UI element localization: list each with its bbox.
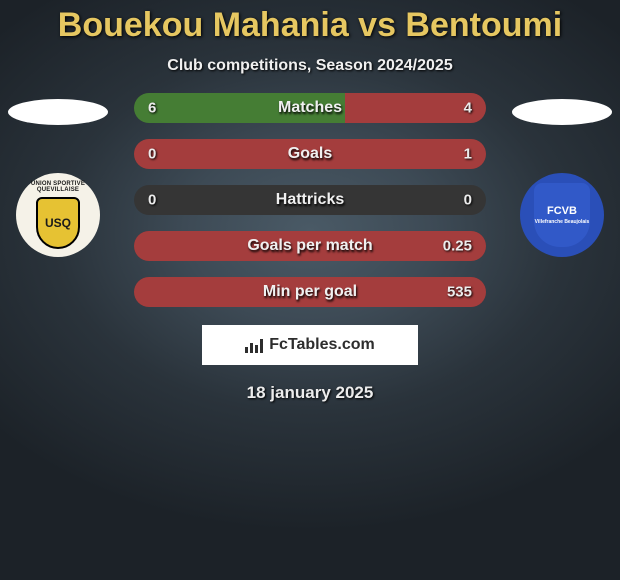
bar-value-left: 0 bbox=[148, 146, 156, 163]
comparison-bars: 6 4 Matches 0 1 Goals 0 0 Hattricks 0.25 Goals per… bbox=[108, 93, 512, 323]
right-club-shield: FCVB Villefranche Beaujolais bbox=[534, 183, 590, 247]
bar-row: 6 4 Matches bbox=[134, 93, 486, 123]
bar-row: 0.25 Goals per match bbox=[134, 231, 486, 261]
bar-value-right: 0 bbox=[464, 192, 472, 209]
page-title: Bouekou Mahania vs Bentoumi bbox=[0, 0, 620, 45]
bar-value-left: 0 bbox=[148, 192, 156, 209]
main-row: UNION SPORTIVE QUEVILLAISE USQ 6 4 Matches… bbox=[0, 93, 620, 323]
right-flag-oval bbox=[512, 99, 612, 125]
left-club-shield-text: USQ bbox=[45, 216, 71, 230]
right-club-shield-text: FCVB bbox=[547, 205, 577, 217]
bar-label: Goals bbox=[288, 145, 332, 163]
left-side-column: UNION SPORTIVE QUEVILLAISE USQ bbox=[8, 93, 108, 257]
brand-box[interactable]: FcTables.com bbox=[202, 325, 418, 365]
brand-text: FcTables.com bbox=[269, 336, 375, 354]
right-club-badge: FCVB Villefranche Beaujolais bbox=[520, 173, 604, 257]
left-flag-oval bbox=[8, 99, 108, 125]
right-side-column: FCVB Villefranche Beaujolais bbox=[512, 93, 612, 257]
bar-row: 0 0 Hattricks bbox=[134, 185, 486, 215]
bar-label: Goals per match bbox=[247, 237, 372, 255]
left-club-badge: UNION SPORTIVE QUEVILLAISE USQ bbox=[16, 173, 100, 257]
bar-value-right: 0.25 bbox=[443, 238, 472, 255]
bar-label: Matches bbox=[278, 99, 342, 117]
infographic-container: Bouekou Mahania vs Bentoumi Club competi… bbox=[0, 0, 620, 580]
left-club-ring-text: UNION SPORTIVE QUEVILLAISE bbox=[16, 181, 100, 193]
date-text: 18 january 2025 bbox=[0, 383, 620, 403]
chart-icon bbox=[245, 337, 265, 353]
bar-value-right: 1 bbox=[464, 146, 472, 163]
bar-value-right: 535 bbox=[447, 284, 472, 301]
bar-row: 535 Min per goal bbox=[134, 277, 486, 307]
bar-label: Hattricks bbox=[276, 191, 344, 209]
left-club-shield: USQ bbox=[36, 197, 80, 249]
bar-label: Min per goal bbox=[263, 283, 357, 301]
bar-row: 0 1 Goals bbox=[134, 139, 486, 169]
bar-value-left: 6 bbox=[148, 100, 156, 117]
subtitle: Club competitions, Season 2024/2025 bbox=[0, 57, 620, 75]
right-club-shield-sub: Villefranche Beaujolais bbox=[535, 219, 590, 225]
bar-value-right: 4 bbox=[464, 100, 472, 117]
